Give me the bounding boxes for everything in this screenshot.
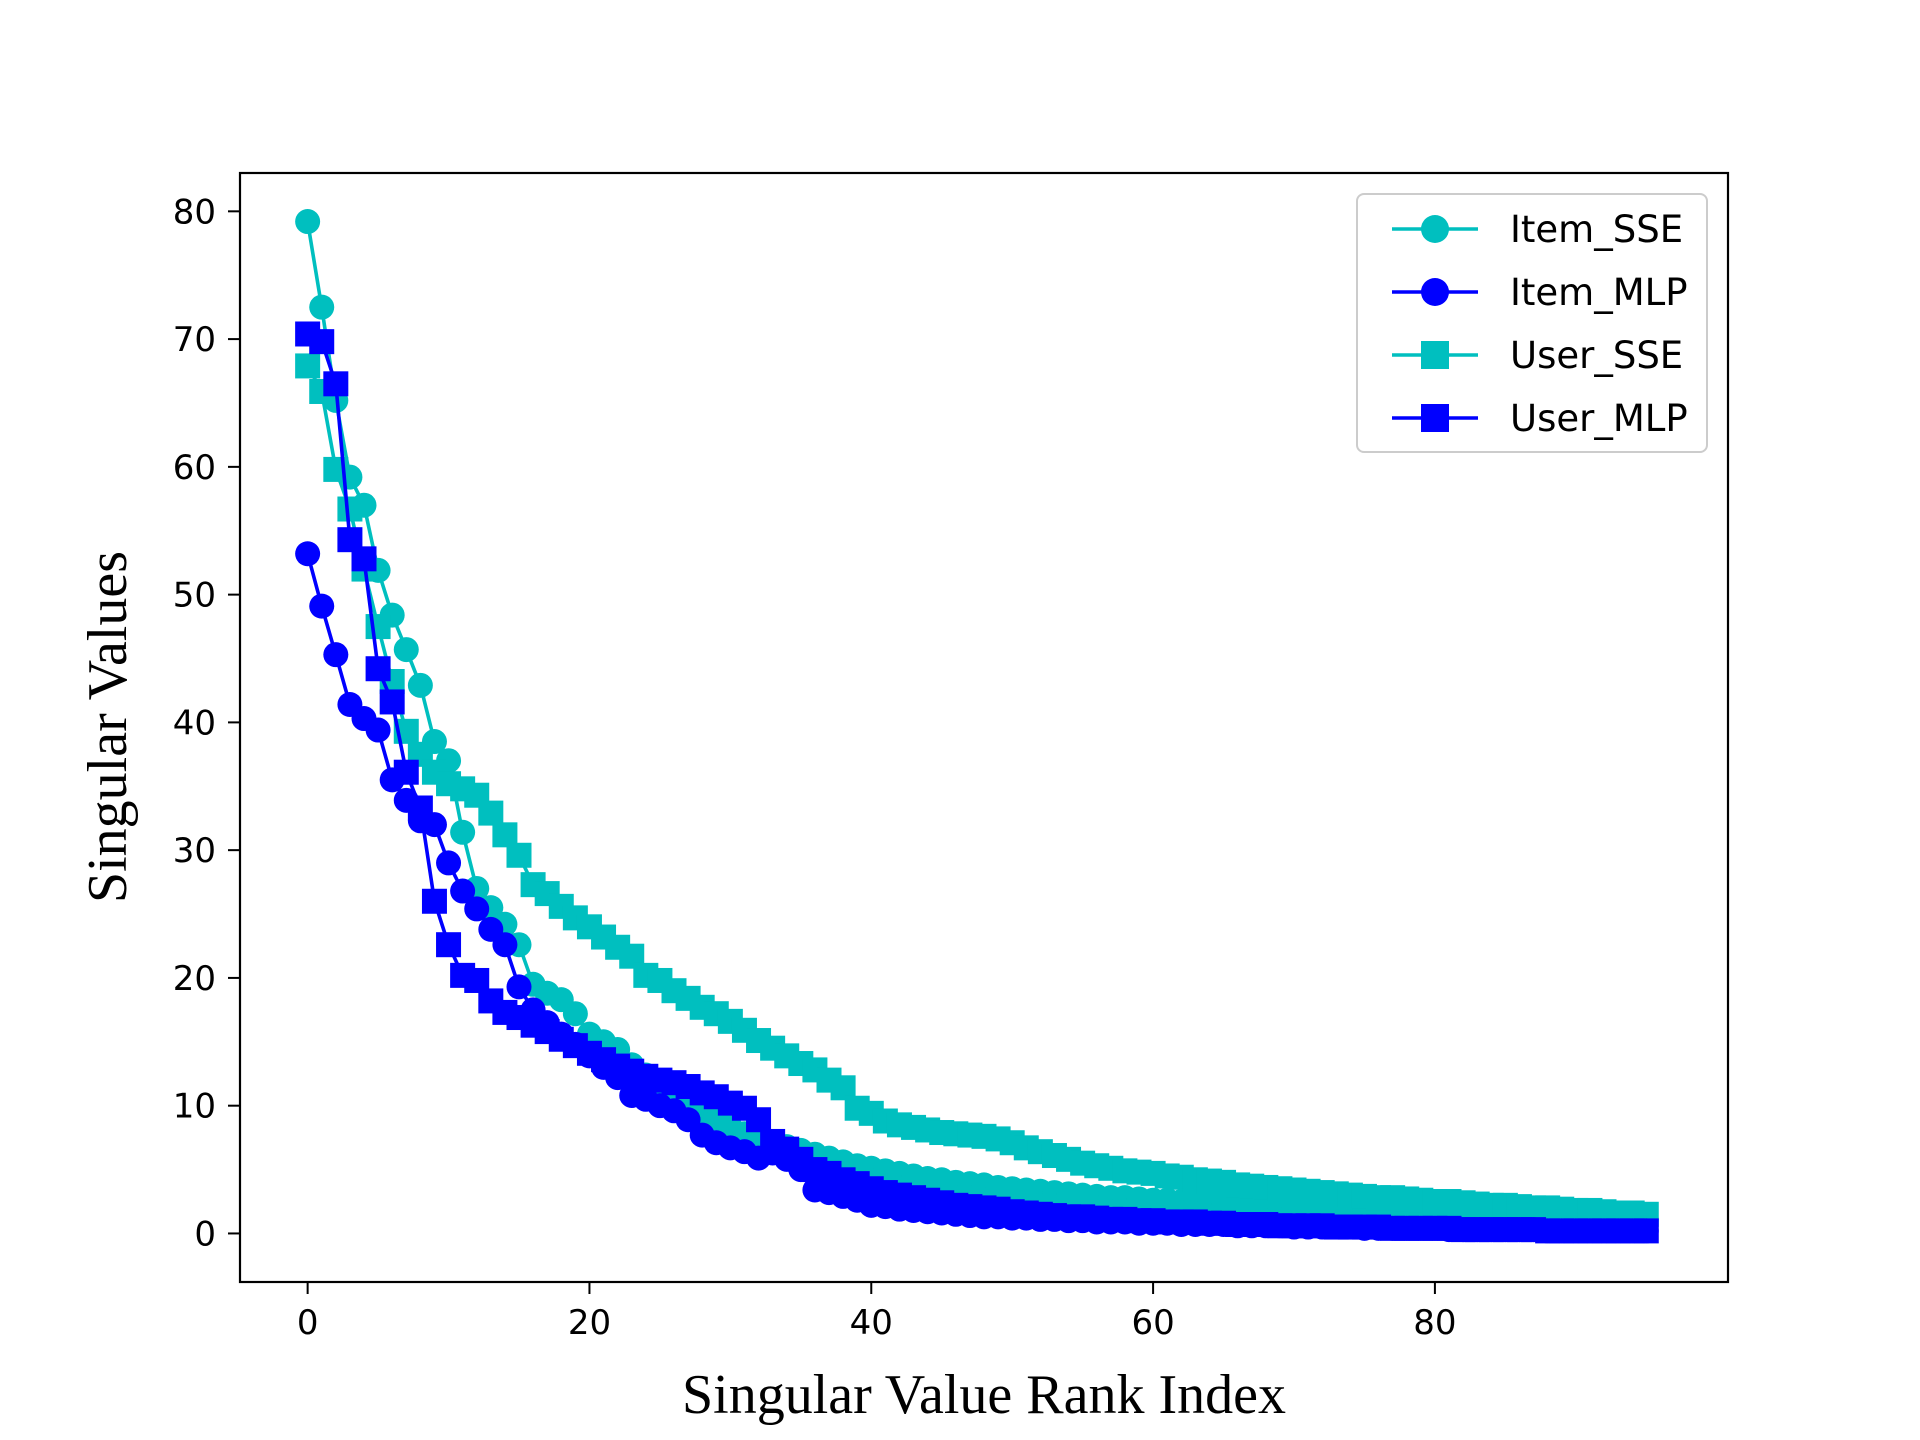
legend-entry-user-mlp: User_MLP xyxy=(1392,397,1688,440)
legend-marker-item-mlp xyxy=(1421,278,1449,306)
legend-entry-user-sse: User_SSE xyxy=(1392,334,1683,377)
legend-marker-item-sse xyxy=(1421,215,1449,243)
data-point-item-mlp xyxy=(436,850,462,876)
data-point-item-mlp xyxy=(309,593,335,619)
x-tick-label: 40 xyxy=(850,1303,893,1343)
data-point-item-mlp xyxy=(506,974,532,1000)
data-point-user-mlp xyxy=(379,689,405,715)
data-point-user-sse xyxy=(295,353,321,379)
y-tick-label: 40 xyxy=(173,703,216,743)
data-point-user-mlp xyxy=(365,656,391,682)
y-tick-label: 0 xyxy=(194,1214,216,1254)
data-point-item-mlp xyxy=(323,642,349,668)
y-tick-label: 10 xyxy=(173,1087,216,1127)
data-point-item-mlp xyxy=(464,896,490,922)
data-point-item-mlp xyxy=(450,878,476,904)
x-tick-label: 20 xyxy=(568,1303,611,1343)
data-point-user-mlp xyxy=(309,329,335,355)
data-point-user-sse xyxy=(478,800,504,826)
data-point-user-sse xyxy=(506,842,532,868)
legend-box xyxy=(1356,193,1708,453)
series-user-mlp xyxy=(295,321,1659,1244)
data-point-item-sse xyxy=(393,637,419,663)
legend-label-item-sse: Item_SSE xyxy=(1510,208,1683,251)
y-tick-label: 30 xyxy=(173,831,216,871)
legend-marker-user-sse xyxy=(1421,341,1449,369)
series-user-sse xyxy=(295,353,1659,1227)
x-tick-label: 0 xyxy=(297,1303,319,1343)
data-point-item-sse xyxy=(295,209,321,235)
plot-area-frame xyxy=(238,171,1730,1284)
y-tick-label: 20 xyxy=(173,959,216,999)
legend-label-item-mlp: Item_MLP xyxy=(1510,271,1688,314)
y-tick-label: 60 xyxy=(173,448,216,488)
data-point-item-mlp xyxy=(365,717,391,743)
data-point-user-mlp xyxy=(393,759,419,785)
data-point-item-sse xyxy=(407,672,433,698)
y-tick-label: 70 xyxy=(173,320,216,360)
x-tick-label: 60 xyxy=(1131,1303,1174,1343)
legend-marker-user-mlp xyxy=(1421,404,1449,432)
data-point-user-mlp xyxy=(421,888,447,914)
data-point-item-sse xyxy=(450,819,476,845)
series-layer xyxy=(295,209,1659,1244)
data-point-user-sse xyxy=(365,614,391,640)
y-tick-label: 80 xyxy=(173,192,216,232)
data-point-user-mlp xyxy=(1633,1218,1659,1244)
data-point-item-mlp xyxy=(295,541,321,567)
data-point-user-mlp xyxy=(323,371,349,397)
legend-entry-item-mlp: Item_MLP xyxy=(1392,271,1688,314)
legend-label-user-sse: User_SSE xyxy=(1510,334,1683,377)
y-axis-ticks: 0 10 20 30 40 50 60 70 80 xyxy=(173,192,240,1254)
data-point-user-mlp xyxy=(436,932,462,958)
y-axis-title: Singular Values xyxy=(77,551,139,903)
y-tick-label: 50 xyxy=(173,576,216,616)
data-point-user-mlp xyxy=(407,795,433,821)
data-point-item-sse xyxy=(309,294,335,320)
data-point-user-mlp xyxy=(351,546,377,572)
data-point-user-mlp xyxy=(746,1107,772,1133)
x-tick-label: 80 xyxy=(1413,1303,1456,1343)
legend-entry-item-sse: Item_SSE xyxy=(1392,208,1683,251)
legend-label-user-mlp: User_MLP xyxy=(1510,397,1688,440)
data-point-item-mlp xyxy=(492,932,518,958)
legend: Item_SSE Item_MLP User_SSE User_MLP xyxy=(1356,193,1708,453)
data-point-user-sse xyxy=(337,496,363,522)
x-axis-ticks: 0 20 40 60 80 xyxy=(297,1282,1457,1343)
data-point-item-sse xyxy=(562,1001,588,1027)
x-axis-title: Singular Value Rank Index xyxy=(682,1364,1286,1426)
